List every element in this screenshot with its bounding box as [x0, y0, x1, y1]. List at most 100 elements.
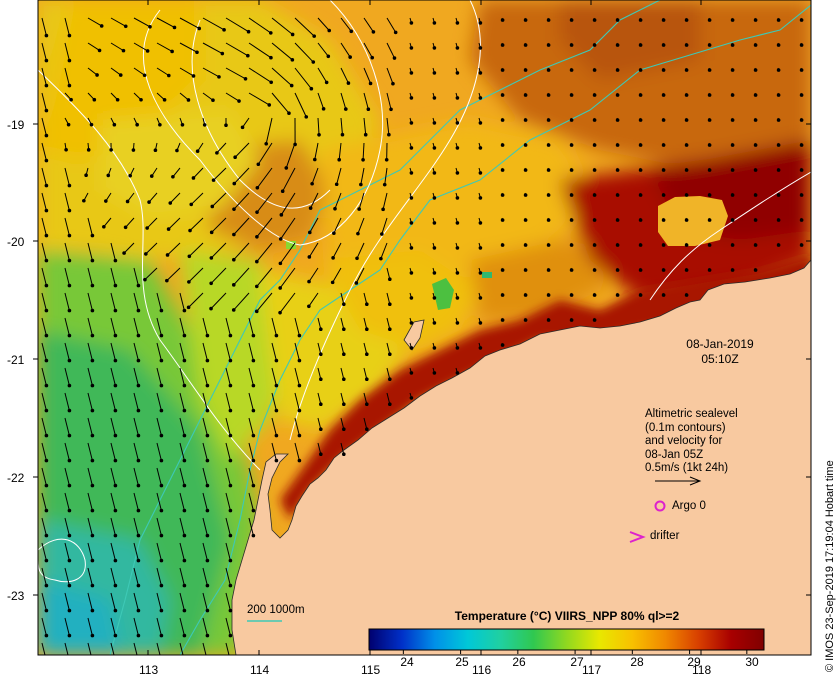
current-arrow [179, 317, 185, 336]
current-arrow-head [500, 268, 505, 272]
current-arrow-head [113, 483, 118, 488]
current-arrow [110, 42, 124, 52]
current-arrow-head [136, 583, 141, 588]
current-arrow-head [44, 208, 49, 213]
current-arrow [133, 17, 151, 28]
current-arrow-head [753, 193, 758, 197]
current-arrow-head [251, 433, 256, 438]
current-arrow-head [455, 21, 460, 25]
current-arrow-head [274, 383, 279, 388]
current-arrow-head [354, 281, 359, 285]
green-shoal-2 [286, 241, 296, 249]
current-arrow-head [409, 96, 414, 100]
current-arrow-head [191, 74, 196, 78]
current-arrow-head [90, 383, 95, 388]
current-arrow [386, 342, 391, 355]
current-arrow [190, 192, 204, 205]
current-arrow [317, 442, 322, 455]
current-arrow-head [278, 286, 282, 290]
current-arrow-head [478, 96, 483, 100]
current-arrow-head [228, 508, 233, 513]
current-arrow-head [500, 143, 505, 147]
drifter-label: drifter [650, 530, 680, 542]
current-arrow [64, 467, 70, 486]
current-arrow-head [90, 233, 95, 238]
current-arrow-head [500, 243, 505, 247]
current-arrow [41, 367, 47, 386]
lon-label-118: 118 [692, 663, 712, 677]
current-arrow-head [112, 122, 117, 127]
current-arrow-head [191, 176, 196, 180]
current-arrow-head [307, 255, 312, 259]
current-arrow [294, 417, 300, 436]
current-arrow-head [569, 218, 574, 222]
current-arrow-head [753, 218, 758, 222]
current-arrow-head [546, 218, 551, 222]
current-arrow-head [159, 558, 164, 563]
current-arrow-head [86, 148, 91, 152]
current-arrow-head [254, 309, 259, 314]
current-arrow-head [500, 68, 505, 72]
current-arrow-head [661, 18, 666, 22]
current-arrow-head [365, 377, 369, 382]
current-arrow-head [251, 458, 256, 463]
current-arrow-head [409, 346, 414, 350]
current-arrow-head [274, 408, 279, 413]
current-arrow-head [267, 103, 272, 107]
current-arrow-head [615, 118, 620, 122]
current-arrow-head [707, 243, 712, 247]
current-arrow-head [67, 533, 72, 538]
current-arrow [172, 167, 181, 178]
current-arrow-head [139, 97, 143, 102]
current-arrow-head [182, 308, 187, 313]
current-arrow [317, 67, 328, 83]
current-arrow-head [569, 18, 574, 22]
current-arrow-head [342, 427, 346, 432]
current-arrow-head [592, 268, 597, 272]
current-arrow [362, 142, 365, 160]
current-arrow [317, 117, 320, 135]
current-arrow-head [159, 458, 164, 463]
current-arrow-head [393, 30, 398, 35]
current-arrow [336, 167, 342, 185]
current-arrow [271, 392, 277, 411]
current-arrow [381, 217, 388, 235]
current-arrow-head [297, 433, 302, 438]
current-arrow [87, 567, 93, 586]
current-arrow-head [799, 118, 804, 122]
current-arrow [340, 442, 345, 455]
current-arrow [110, 67, 122, 76]
current-arrow [340, 342, 345, 355]
current-arrow [356, 242, 365, 259]
current-arrow-head [44, 258, 49, 263]
current-arrow [340, 417, 345, 430]
current-arrow-head [455, 196, 460, 200]
current-arrow [133, 417, 139, 436]
current-arrow [169, 192, 181, 204]
current-arrow-head [330, 280, 335, 285]
current-arrow-head [44, 283, 49, 288]
current-arrow-head [388, 277, 392, 282]
current-arrow-head [189, 202, 194, 207]
current-arrow [386, 17, 397, 33]
current-arrow [317, 392, 322, 405]
current-arrow [340, 42, 351, 58]
current-arrow-head [317, 132, 321, 137]
current-arrow [179, 467, 185, 486]
current-arrow-head [182, 633, 187, 638]
current-arrow [156, 592, 162, 611]
current-arrow-head [269, 80, 274, 85]
current-arrow-head [707, 93, 712, 97]
current-arrow-head [615, 243, 620, 247]
current-arrow [382, 192, 388, 210]
current-arrow [156, 392, 162, 411]
current-arrow-head [166, 227, 171, 231]
current-arrow [271, 442, 277, 461]
current-arrow [64, 292, 70, 311]
current-arrow [202, 592, 208, 611]
current-arrow [133, 442, 139, 461]
current-arrow [363, 17, 374, 33]
current-arrow-head [523, 168, 528, 172]
current-arrow-head [615, 218, 620, 222]
timestamp-date: 08-Jan-2019 [686, 337, 754, 351]
